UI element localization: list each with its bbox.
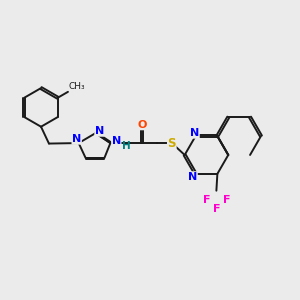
Text: F: F	[213, 205, 220, 214]
Text: O: O	[137, 120, 147, 130]
Text: N: N	[95, 126, 104, 136]
Text: N: N	[72, 134, 81, 144]
Text: N: N	[190, 128, 199, 138]
Text: F: F	[203, 195, 210, 205]
Text: N: N	[188, 172, 197, 182]
Text: N: N	[112, 136, 121, 146]
Text: S: S	[167, 136, 176, 150]
Text: CH₃: CH₃	[68, 82, 85, 91]
Text: H: H	[122, 140, 130, 151]
Text: F: F	[223, 195, 230, 205]
